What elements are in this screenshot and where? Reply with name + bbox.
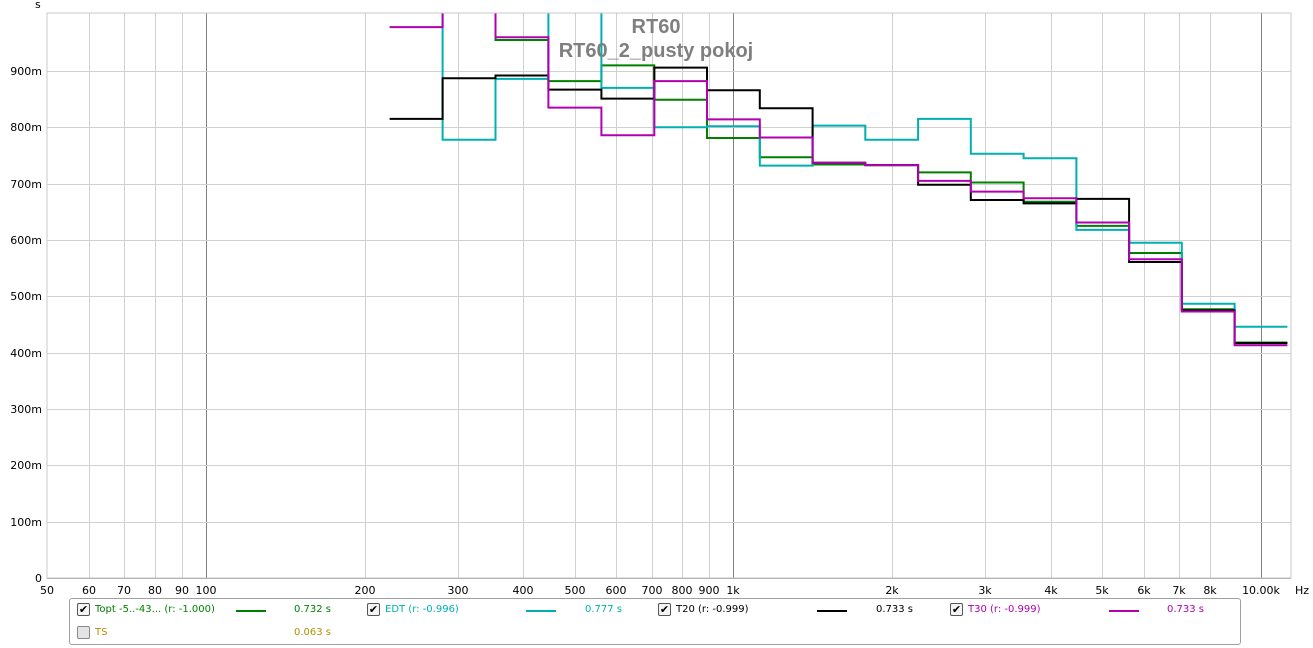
x-tick-label: 900 xyxy=(699,584,720,597)
edt-checkbox[interactable]: ✔ xyxy=(367,603,380,616)
x-tick-label: 400 xyxy=(513,584,534,597)
x-tick-label: 60 xyxy=(82,584,96,597)
x-tick-label: 7k xyxy=(1172,584,1186,597)
y-tick-label: 200m xyxy=(10,459,42,472)
legend-item-topt: ✔ Topt -5..-43... (r: -1.000) 0.732 s xyxy=(77,603,367,619)
legend-value-ts: 0.063 s xyxy=(294,627,332,638)
legend-label-ts: TS xyxy=(95,627,108,638)
x-tick-label: 300 xyxy=(448,584,469,597)
x-tick-label: 800 xyxy=(672,584,693,597)
series-line-t20 xyxy=(389,66,1288,345)
x-tick-label: 70 xyxy=(117,584,131,597)
legend-item-ts: TS 0.063 s xyxy=(77,626,367,642)
legend-label-t20: T20 (r: -0.999) xyxy=(676,604,749,615)
legend-value-topt: 0.732 s xyxy=(294,604,332,615)
y-tick-label: 600m xyxy=(10,234,42,247)
legend-swatch-edt xyxy=(526,610,556,612)
x-tick-label: 2k xyxy=(885,584,899,597)
ts-checkbox[interactable] xyxy=(77,626,90,639)
legend-panel: ✔ Topt -5..-43... (r: -1.000) 0.732 s ✔ … xyxy=(69,598,1241,645)
legend-value-t30: 0.733 s xyxy=(1167,604,1205,615)
series-line-topt xyxy=(494,13,1288,344)
y-tick-label: 900m xyxy=(10,65,42,78)
grid-lines xyxy=(47,13,1291,579)
x-tick-label: 6k xyxy=(1137,584,1151,597)
x-tick-label: 100 xyxy=(196,584,217,597)
legend-swatch-t30 xyxy=(1109,610,1139,612)
y-tick-label: 300m xyxy=(10,403,42,416)
y-tick-label: 500m xyxy=(10,290,42,303)
chart-subtitle: RT60_2_pusty pokoj xyxy=(559,40,754,62)
x-tick-label: 500 xyxy=(565,584,586,597)
legend-item-edt: ✔ EDT (r: -0.996) 0.777 s xyxy=(367,603,657,619)
x-tick-label: 1k xyxy=(726,584,740,597)
x-tick-label: 3k xyxy=(978,584,992,597)
legend-label-topt: Topt -5..-43... (r: -1.000) xyxy=(95,604,215,615)
y-tick-label: 400m xyxy=(10,347,42,360)
topt-checkbox[interactable]: ✔ xyxy=(77,603,90,616)
x-tick-label: 8k xyxy=(1203,584,1217,597)
legend-label-edt: EDT (r: -0.996) xyxy=(385,604,459,615)
axis-ticks: 50 60 70 80 90 100 200 300 400 500 600 700 800 900 1k 2… xyxy=(10,65,1280,597)
t20-checkbox[interactable]: ✔ xyxy=(658,603,671,616)
legend-swatch-t20 xyxy=(817,610,847,612)
x-tick-label: 200 xyxy=(355,584,376,597)
legend-item-t20: ✔ T20 (r: -0.999) 0.733 s xyxy=(658,603,948,619)
x-tick-label: 90 xyxy=(175,584,189,597)
y-tick-label: 800m xyxy=(10,121,42,134)
series-line-t30 xyxy=(389,13,1288,347)
legend-label-t30: T30 (r: -0.999) xyxy=(968,604,1041,615)
x-unit-label: Hz xyxy=(1295,584,1309,597)
x-tick-label: 700 xyxy=(642,584,663,597)
legend-swatch-topt xyxy=(236,610,266,612)
t30-checkbox[interactable]: ✔ xyxy=(950,603,963,616)
plot-frame xyxy=(46,12,1292,579)
rt60-chart: 50 60 70 80 90 100 200 300 400 500 600 700 800 900 1k 2… xyxy=(10,0,1309,597)
legend-value-edt: 0.777 s xyxy=(585,604,623,615)
x-tick-label: 600 xyxy=(606,584,627,597)
x-tick-label: 10.00k xyxy=(1242,584,1280,597)
x-tick-label: 5k xyxy=(1095,584,1109,597)
y-tick-label: 700m xyxy=(10,178,42,191)
x-tick-label: 80 xyxy=(148,584,162,597)
y-tick-label: 100m xyxy=(10,516,42,529)
x-tick-label: 50 xyxy=(40,584,54,597)
y-tick-label: 0 xyxy=(35,572,42,585)
legend-value-t20: 0.733 s xyxy=(876,604,914,615)
y-unit-label: s xyxy=(35,0,41,11)
series-lines xyxy=(389,13,1288,347)
legend-item-t30: ✔ T30 (r: -0.999) 0.733 s xyxy=(950,603,1240,619)
chart-title: RT60 xyxy=(632,16,681,38)
x-tick-label: 4k xyxy=(1044,584,1058,597)
